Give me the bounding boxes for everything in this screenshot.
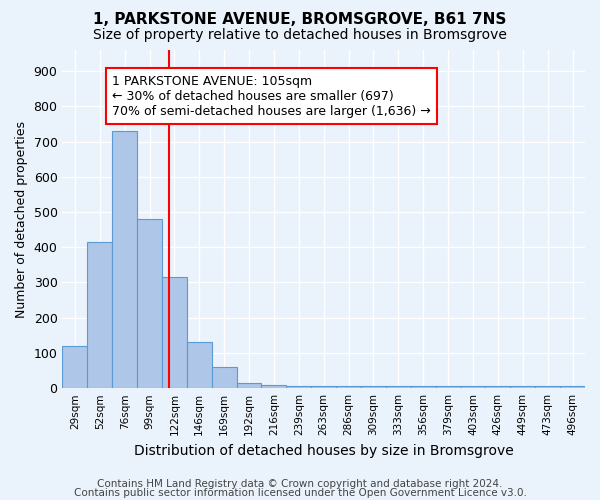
Y-axis label: Number of detached properties: Number of detached properties xyxy=(15,120,28,318)
Bar xyxy=(162,277,187,388)
Bar xyxy=(262,386,286,388)
Bar xyxy=(535,386,560,388)
Text: Contains HM Land Registry data © Crown copyright and database right 2024.: Contains HM Land Registry data © Crown c… xyxy=(97,479,503,489)
Bar xyxy=(88,242,112,388)
Bar xyxy=(336,386,361,388)
Bar xyxy=(212,367,236,388)
Bar xyxy=(187,342,212,388)
Bar xyxy=(386,386,411,388)
Bar xyxy=(511,386,535,388)
Bar xyxy=(411,386,436,388)
Text: Size of property relative to detached houses in Bromsgrove: Size of property relative to detached ho… xyxy=(93,28,507,42)
Bar xyxy=(286,386,311,388)
Bar xyxy=(62,346,88,388)
Bar xyxy=(436,386,461,388)
Bar xyxy=(137,219,162,388)
X-axis label: Distribution of detached houses by size in Bromsgrove: Distribution of detached houses by size … xyxy=(134,444,514,458)
Text: 1, PARKSTONE AVENUE, BROMSGROVE, B61 7NS: 1, PARKSTONE AVENUE, BROMSGROVE, B61 7NS xyxy=(94,12,506,28)
Text: Contains public sector information licensed under the Open Government Licence v3: Contains public sector information licen… xyxy=(74,488,526,498)
Bar xyxy=(112,131,137,388)
Bar xyxy=(560,386,585,388)
Bar xyxy=(311,386,336,388)
Bar xyxy=(485,386,511,388)
Bar xyxy=(236,383,262,388)
Bar xyxy=(461,386,485,388)
Bar xyxy=(361,386,386,388)
Text: 1 PARKSTONE AVENUE: 105sqm
← 30% of detached houses are smaller (697)
70% of sem: 1 PARKSTONE AVENUE: 105sqm ← 30% of deta… xyxy=(112,74,431,118)
